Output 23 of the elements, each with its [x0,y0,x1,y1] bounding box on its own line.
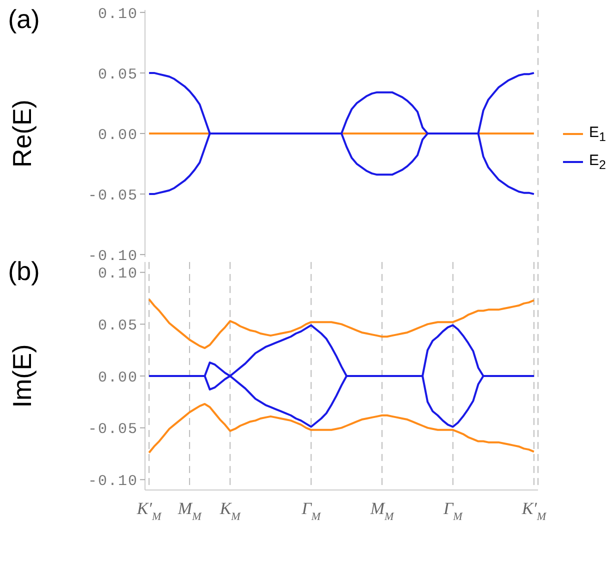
y-tick-label: -0.10 [88,248,138,265]
x-tick-label: M$_{M}$ [176,499,202,523]
y-tick-label: 0.05 [98,66,138,84]
y-tick-label: 0.05 [98,318,138,335]
legend-label: E$_{1}$ [589,124,606,144]
y-axis-title: Im(E) [7,344,38,408]
x-tick-label: M$_{M}$ [369,499,395,523]
y-tick-label: 0.00 [98,126,138,144]
y-axis-title: Re(E) [7,100,38,168]
y-tick-label: -0.10 [88,472,138,490]
legend-label: E$_{2}$ [589,152,606,172]
x-tick-label: K′$_{M}$ [136,499,162,523]
x-tick-label: Γ$_{M}$ [300,499,322,523]
x-tick-label: K′$_{M}$ [520,499,547,523]
chart-title: (a) [8,4,40,35]
y-tick-label: 0.10 [98,6,138,23]
y-tick-label: -0.05 [88,421,138,438]
chart-title: (b) [8,256,40,287]
y-tick-label: 0.10 [98,266,138,283]
y-tick-label: -0.05 [88,187,138,204]
x-tick-label: Γ$_{M}$ [442,499,464,523]
y-tick-label: 0.00 [98,369,138,386]
x-tick-label: K$_{M}$ [218,499,242,523]
